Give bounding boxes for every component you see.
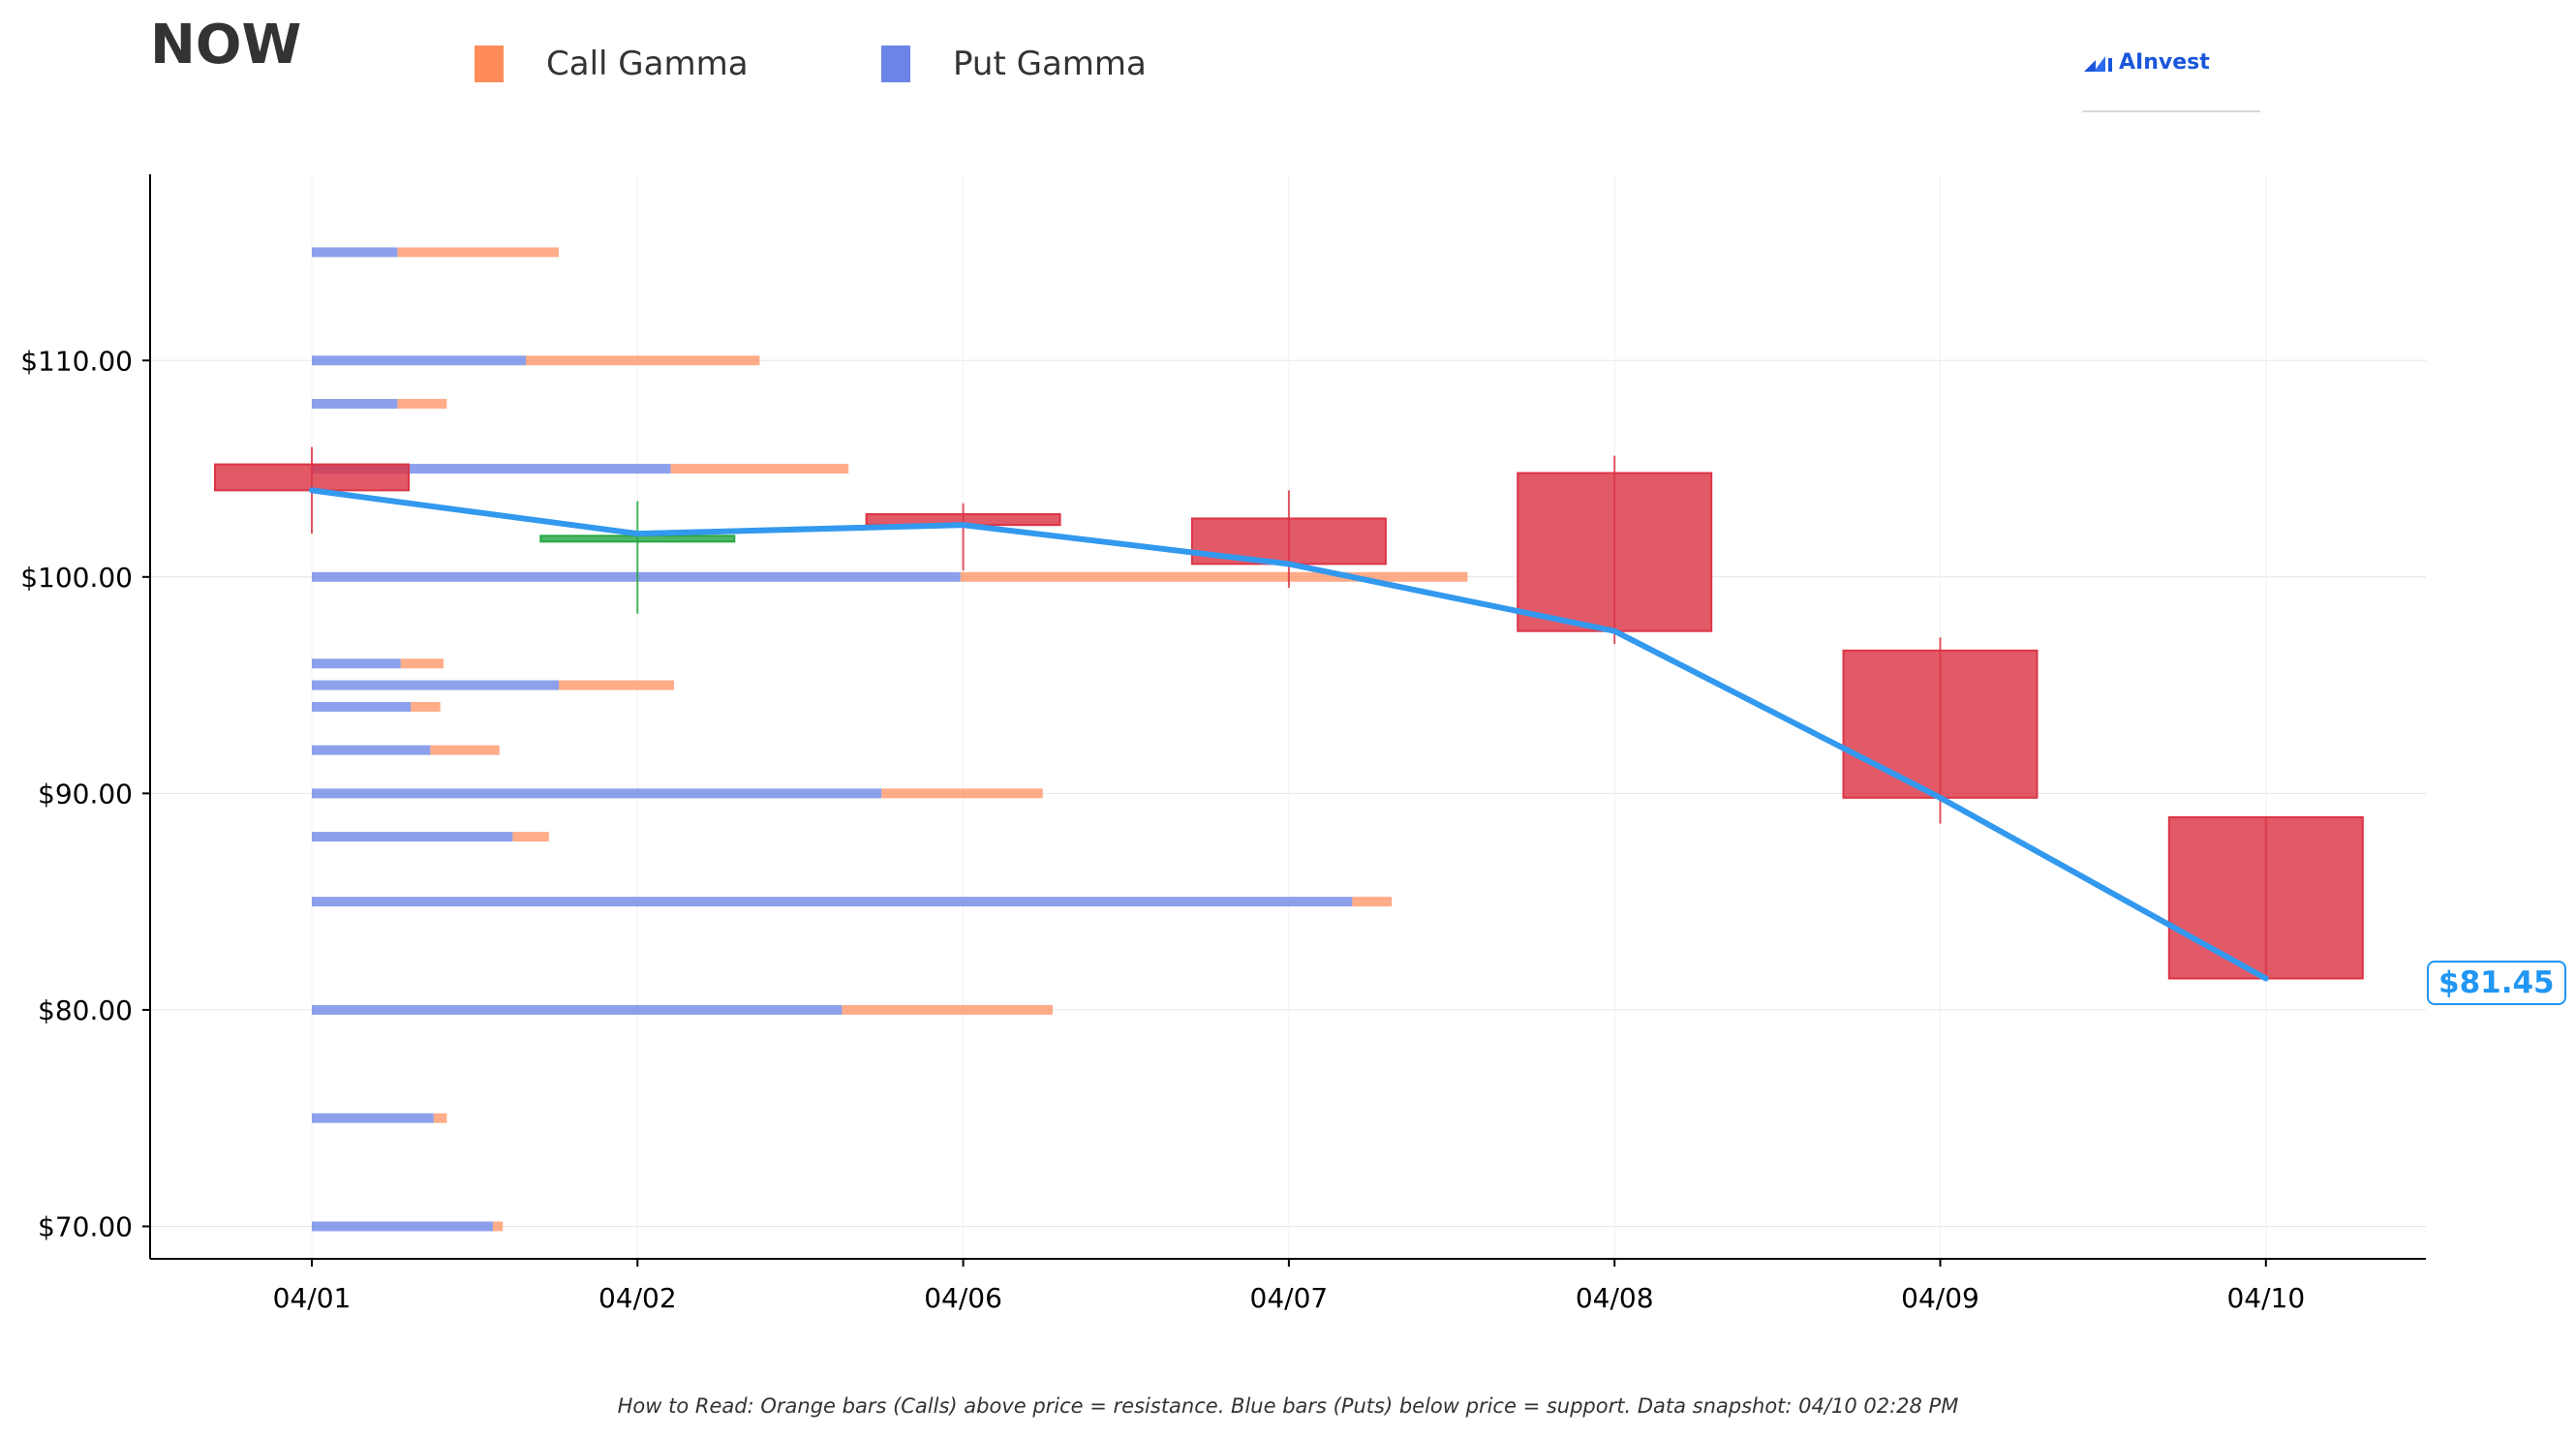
call-gamma-bar xyxy=(526,355,760,366)
candle-body xyxy=(1517,472,1713,632)
call-gamma-bar xyxy=(1352,897,1393,907)
x-tick-label: 04/01 xyxy=(273,1282,352,1314)
put-gamma-bar xyxy=(312,571,961,582)
legend-put-gamma-label: Put Gamma xyxy=(953,45,1147,83)
call-gamma-bar xyxy=(411,701,441,712)
put-gamma-bar xyxy=(312,464,671,474)
how-to-read-note: How to Read: Orange bars (Calls) above p… xyxy=(617,1394,1959,1418)
call-gamma-bar xyxy=(670,464,849,474)
y-tick-label: $100.00 xyxy=(20,562,133,594)
candle-body xyxy=(1842,649,2039,799)
put-gamma-bar xyxy=(312,1113,434,1123)
call-gamma-bar xyxy=(430,745,500,755)
put-gamma-bar xyxy=(312,897,1353,907)
call-gamma-bar xyxy=(559,680,674,690)
ainvest-logo: AInvest xyxy=(2082,46,2260,114)
call-gamma-bar xyxy=(512,832,549,842)
ainvest-logo-text: AInvest xyxy=(2119,50,2210,75)
call-gamma-bar xyxy=(493,1221,504,1232)
candle-body xyxy=(539,535,736,543)
put-gamma-bar xyxy=(312,398,398,409)
close-price-line xyxy=(309,487,2269,982)
x-tick-label: 04/06 xyxy=(924,1282,1002,1314)
gamma-price-chart: $70.00 $80.00 $90.00 $100.00 $110.00 04/01 04/… xyxy=(20,174,2426,1314)
chart-title: NOW xyxy=(150,14,302,76)
call-gamma-bar xyxy=(433,1113,447,1123)
ainvest-logo-icon xyxy=(2084,56,2112,72)
call-gamma-bar xyxy=(397,247,559,258)
put-gamma-bar xyxy=(312,701,411,712)
y-tick-label: $90.00 xyxy=(38,778,133,810)
x-tick-label: 04/08 xyxy=(1576,1282,1654,1314)
y-tick-label: $70.00 xyxy=(38,1210,133,1242)
put-gamma-bar xyxy=(312,355,526,366)
y-tick-label: $110.00 xyxy=(20,345,133,377)
legend-call-gamma-label: Call Gamma xyxy=(546,45,749,83)
x-tick-label: 04/09 xyxy=(1901,1282,1979,1314)
legend-call-gamma: Call Gamma xyxy=(475,35,749,93)
x-tick-label: 04/10 xyxy=(2226,1282,2305,1314)
candle-body xyxy=(214,463,410,492)
put-gamma-bar xyxy=(312,680,559,690)
put-gamma-bar xyxy=(312,745,431,755)
logo-divider xyxy=(2082,110,2260,112)
x-tick-label: 04/07 xyxy=(1250,1282,1329,1314)
call-gamma-bar xyxy=(397,398,447,409)
put-gamma-bar xyxy=(312,832,513,842)
put-gamma-bar xyxy=(312,1004,843,1015)
call-gamma-bar xyxy=(881,788,1043,799)
put-gamma-swatch xyxy=(881,46,910,82)
call-gamma-bar xyxy=(842,1004,1053,1015)
put-gamma-bar xyxy=(312,788,882,799)
put-gamma-bar xyxy=(312,658,401,669)
current-price-tag: $81.45 xyxy=(2427,961,2566,1005)
y-tick-label: $80.00 xyxy=(38,994,133,1026)
x-tick-label: 04/02 xyxy=(598,1282,677,1314)
put-gamma-bar xyxy=(312,247,398,258)
call-gamma-swatch xyxy=(475,46,504,82)
candle-body xyxy=(2167,815,2364,980)
legend-put-gamma: Put Gamma xyxy=(881,35,1147,93)
call-gamma-bar xyxy=(960,571,1468,582)
call-gamma-bar xyxy=(400,658,444,669)
put-gamma-bar xyxy=(312,1221,493,1232)
